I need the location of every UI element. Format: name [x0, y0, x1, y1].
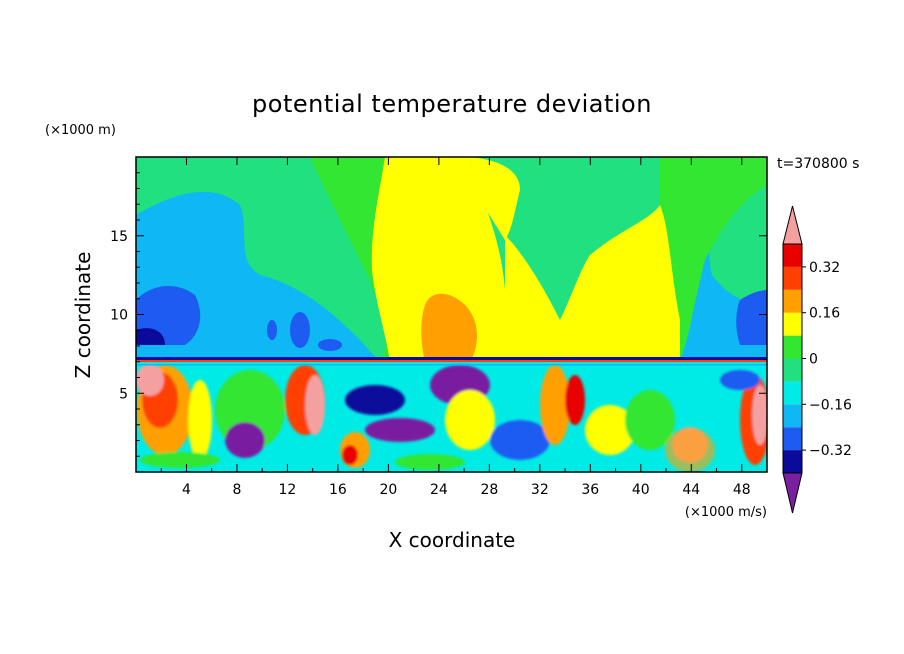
- colorbar-tick-label: 0.16: [809, 306, 840, 322]
- x-tick-label: 28: [480, 482, 498, 498]
- x-axis-unit: (×1000 m/s): [685, 505, 767, 520]
- y-tick-label: 5: [119, 386, 128, 402]
- colorbar-segment: [783, 404, 802, 428]
- colorbar-segment: [783, 358, 802, 382]
- colorbar-segment: [783, 450, 802, 473]
- y-axis-label: Z coordinate: [71, 252, 95, 379]
- y-tick-label: 10: [110, 308, 128, 324]
- colorbar-extend-min: [782, 472, 803, 514]
- colorbar-segment: [783, 427, 802, 451]
- x-tick-label: 48: [733, 482, 751, 498]
- y-axis: 5 10 15: [110, 172, 767, 457]
- colorbar-segment: [783, 289, 802, 313]
- y-tick-label: 15: [110, 229, 128, 245]
- colorbar-tick-label: −0.16: [809, 397, 852, 413]
- x-tick-label: 16: [329, 482, 347, 498]
- chart-title: potential temperature deviation: [252, 90, 652, 118]
- x-tick-label: 20: [379, 482, 397, 498]
- x-tick-label: 40: [632, 482, 650, 498]
- y-axis-unit: (×1000 m): [45, 123, 116, 138]
- x-tick-label: 32: [531, 482, 549, 498]
- x-axis: 4 8 12 16 20 24 28 32 36 40 44 48: [160, 157, 751, 498]
- colorbar-segment: [783, 244, 802, 267]
- contour-field: [136, 157, 767, 472]
- colorbar-segment: [783, 335, 802, 359]
- colorbar-segment: [783, 381, 802, 405]
- colorbar-segment: [783, 266, 802, 290]
- colorbar-tick-label: 0: [809, 352, 818, 368]
- x-axis-label: X coordinate: [389, 528, 516, 552]
- colorbar-tick-label: 0.32: [809, 260, 840, 276]
- x-tick-label: 44: [682, 482, 700, 498]
- x-tick-label: 12: [279, 482, 297, 498]
- colorbar-extend-max: [782, 205, 803, 245]
- x-tick-label: 36: [581, 482, 599, 498]
- x-tick-label: 4: [182, 482, 191, 498]
- colorbar: 0.32 0.16 0 −0.16 −0.32: [782, 205, 852, 514]
- colorbar-segment: [783, 312, 802, 336]
- x-tick-label: 24: [430, 482, 448, 498]
- time-label: t=370800 s: [777, 156, 859, 172]
- colorbar-tick-label: −0.32: [809, 443, 852, 459]
- x-tick-label: 8: [232, 482, 241, 498]
